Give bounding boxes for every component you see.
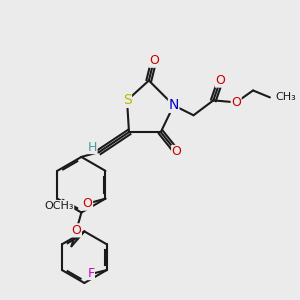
Text: O: O bbox=[82, 197, 92, 210]
Text: S: S bbox=[123, 93, 131, 107]
Text: O: O bbox=[71, 224, 81, 237]
Text: N: N bbox=[169, 98, 179, 112]
Text: O: O bbox=[215, 74, 225, 87]
Text: O: O bbox=[149, 54, 159, 67]
Text: F: F bbox=[87, 267, 94, 280]
Text: OCH₃: OCH₃ bbox=[44, 201, 74, 211]
Text: CH₃: CH₃ bbox=[275, 92, 296, 102]
Text: O: O bbox=[172, 146, 182, 158]
Text: H: H bbox=[88, 140, 97, 154]
Text: O: O bbox=[231, 96, 241, 109]
